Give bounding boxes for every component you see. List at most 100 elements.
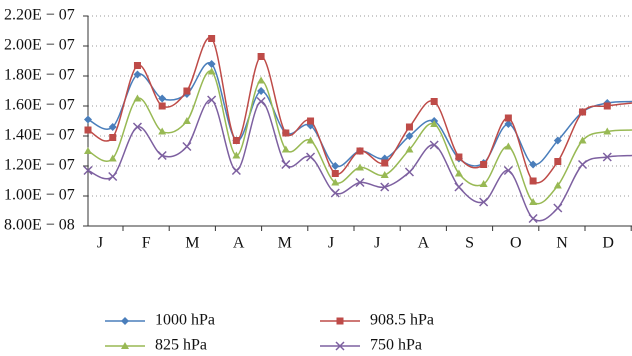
point (603, 127, 612, 135)
point (158, 94, 167, 103)
x-tick-label: N (556, 235, 568, 252)
point (207, 60, 216, 68)
point (207, 95, 217, 105)
point (232, 151, 241, 159)
point (207, 67, 216, 75)
point (430, 98, 438, 105)
point (158, 127, 167, 135)
point (158, 102, 166, 110)
point (108, 171, 118, 182)
y-tick-label: 2.20E − 07 (4, 7, 75, 24)
point (257, 87, 266, 95)
point (356, 163, 364, 171)
point (133, 62, 141, 69)
point (479, 180, 488, 187)
point (405, 145, 414, 153)
legend-label: 908.5 hPa (370, 312, 434, 329)
point (380, 182, 390, 192)
x-tick-label: M (185, 235, 199, 252)
legend-label: 825 hPa (155, 337, 207, 354)
point (602, 152, 612, 162)
point (331, 178, 340, 186)
point (553, 181, 562, 189)
point (183, 87, 191, 95)
point (553, 136, 562, 145)
point (381, 159, 389, 167)
point (529, 198, 538, 205)
point (84, 126, 92, 134)
point (84, 147, 92, 154)
point (306, 136, 315, 144)
point (578, 136, 587, 144)
x-tick-label: D (602, 235, 614, 252)
legend-label: 1000 hPa (155, 312, 215, 329)
point (331, 170, 339, 177)
x-tick-label: A (418, 235, 430, 252)
point (603, 102, 611, 110)
point (132, 122, 142, 132)
point (331, 162, 340, 170)
y-tick-label: 1.60E − 07 (4, 97, 75, 114)
point (578, 159, 588, 170)
y-tick-label: 1.40E − 07 (4, 127, 75, 144)
point (133, 94, 142, 102)
point (208, 35, 216, 42)
point (380, 171, 389, 178)
point (553, 203, 563, 213)
point (282, 129, 290, 137)
legend-marker (335, 341, 345, 351)
point (504, 114, 512, 122)
point (306, 152, 316, 162)
point (231, 165, 241, 176)
point (256, 96, 266, 107)
point (503, 165, 513, 176)
series-line (87, 37, 632, 184)
point (355, 177, 365, 188)
point (157, 150, 167, 161)
y-tick-label: 1.80E − 07 (4, 67, 75, 84)
point (182, 117, 191, 124)
y-tick-label: 2.00E − 07 (4, 37, 75, 54)
point (430, 120, 439, 127)
y-tick-label: 1.20E − 07 (4, 157, 75, 174)
x-tick-label: J (97, 235, 103, 252)
point (554, 158, 562, 165)
x-tick-label: A (233, 235, 245, 252)
point (429, 140, 439, 150)
point (454, 169, 463, 177)
point (182, 141, 192, 152)
y-tick-label: 1.00E − 07 (4, 187, 75, 204)
point (504, 120, 513, 128)
point (455, 153, 463, 161)
series-line (87, 70, 632, 205)
point (579, 108, 587, 116)
point (232, 137, 240, 144)
point (108, 123, 117, 131)
point (356, 147, 364, 155)
x-tick-label: J (328, 235, 334, 252)
point (405, 132, 414, 140)
point (133, 70, 142, 79)
legend-marker (121, 342, 129, 349)
point (504, 142, 513, 150)
x-tick-label: J (374, 235, 380, 252)
series-line (87, 99, 632, 222)
x-tick-label: S (465, 235, 474, 252)
x-tick-label: F (142, 235, 151, 252)
point (404, 167, 414, 177)
point (528, 213, 538, 224)
point (479, 197, 489, 207)
legend-label: 750 hPa (370, 337, 422, 354)
point (257, 76, 266, 84)
legend-marker (121, 317, 129, 325)
point (307, 117, 315, 125)
point (454, 182, 464, 192)
point (405, 123, 413, 131)
point (257, 53, 265, 60)
point (83, 165, 93, 176)
point (108, 154, 117, 162)
point (529, 160, 538, 169)
point (281, 159, 291, 170)
point (480, 161, 488, 168)
